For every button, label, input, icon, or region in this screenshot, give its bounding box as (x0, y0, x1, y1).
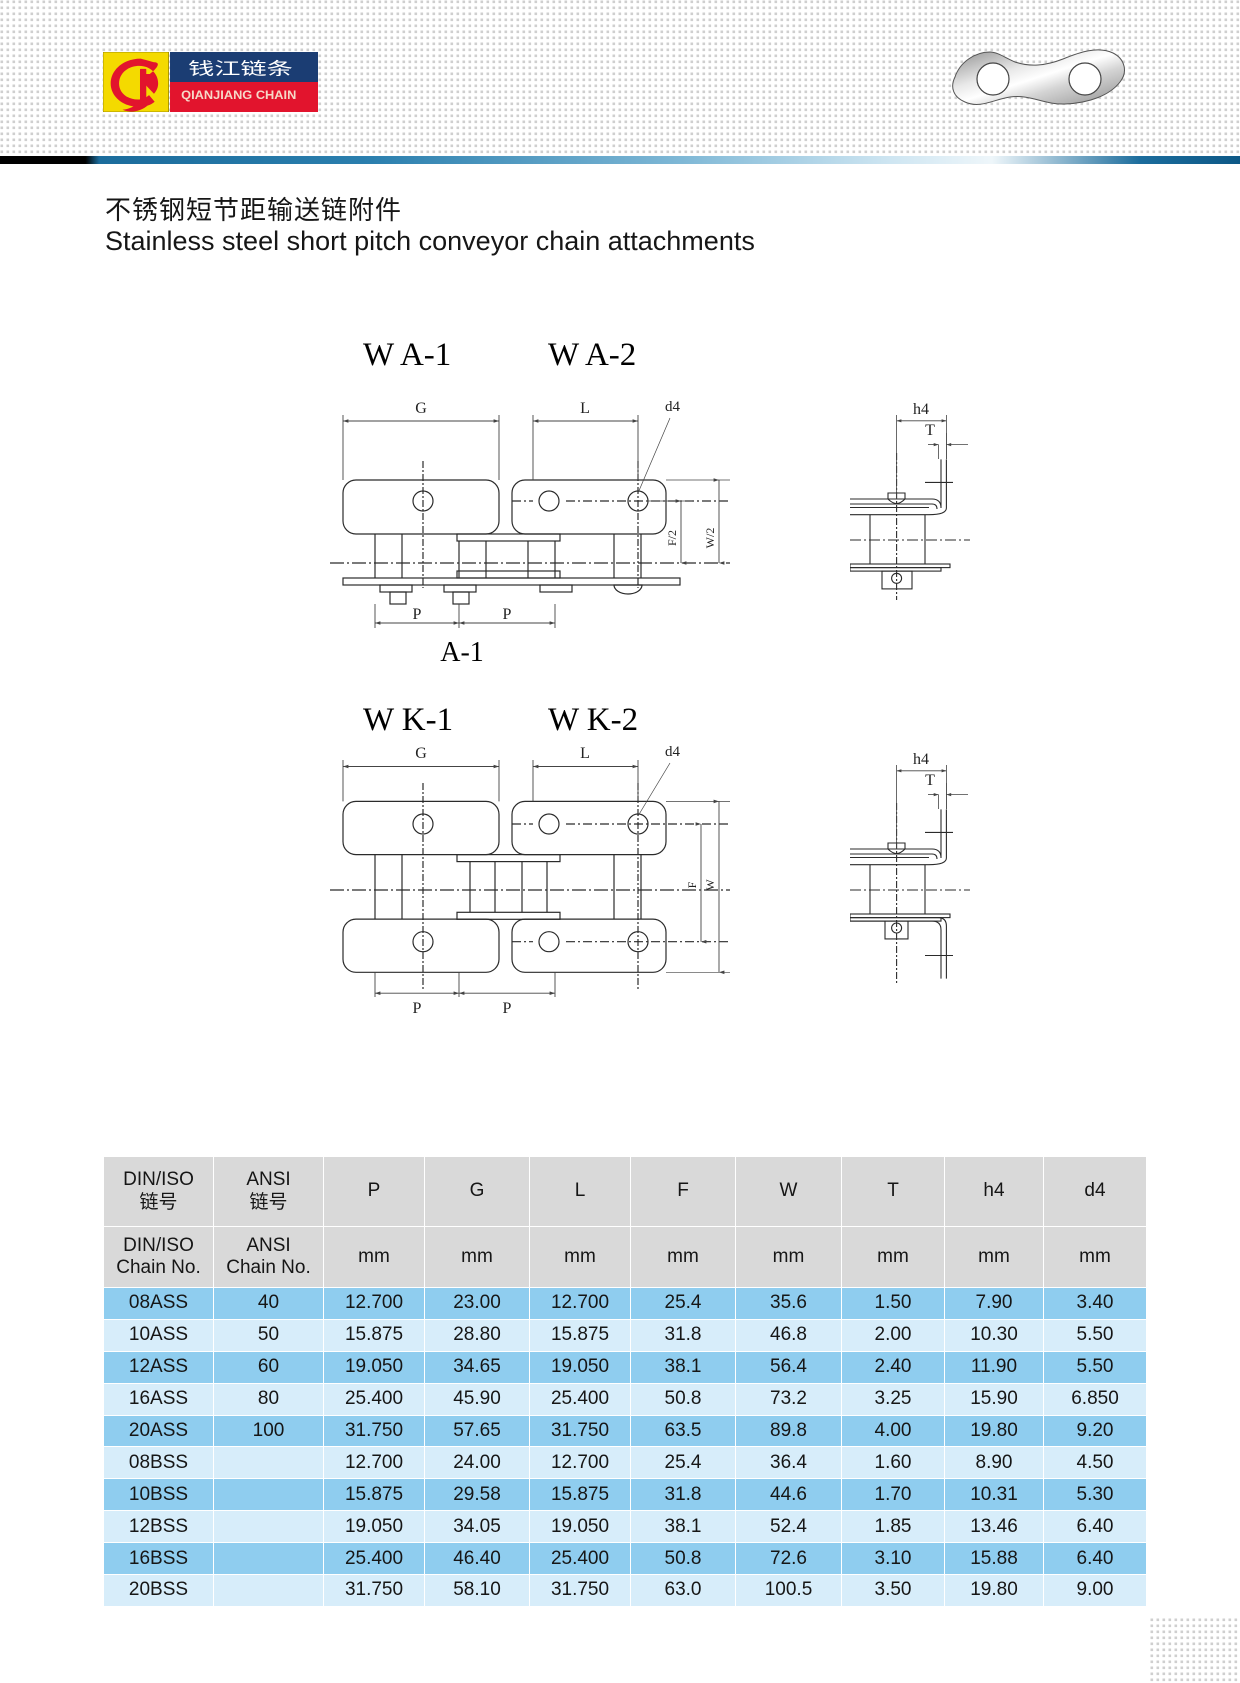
svg-text:P: P (413, 1000, 422, 1017)
svg-text:d4: d4 (665, 744, 681, 760)
svg-text:钱江链条: 钱江链条 (188, 60, 293, 78)
svg-text:QIANJIANG CHAIN: QIANJIANG CHAIN (181, 90, 296, 102)
svg-text:F: F (685, 881, 699, 888)
svg-text:F/2: F/2 (665, 530, 679, 546)
svg-text:G: G (415, 745, 427, 762)
svg-text:P: P (503, 606, 512, 623)
svg-text:W K-1: W K-1 (363, 702, 453, 738)
svg-text:h4: h4 (913, 401, 929, 418)
svg-text:T: T (925, 422, 935, 439)
svg-text:L: L (580, 745, 590, 762)
svg-text:A-1: A-1 (440, 637, 484, 668)
svg-text:W K-2: W K-2 (548, 702, 638, 738)
svg-text:P: P (413, 606, 422, 623)
svg-text:W A-1: W A-1 (363, 337, 451, 373)
svg-text:L: L (580, 400, 590, 417)
svg-text:W/2: W/2 (703, 528, 717, 549)
svg-text:G: G (415, 400, 427, 417)
svg-text:h4: h4 (913, 751, 929, 768)
svg-text:d4: d4 (665, 399, 681, 415)
svg-text:P: P (503, 1000, 512, 1017)
svg-text:T: T (925, 772, 935, 789)
svg-text:W: W (703, 879, 717, 891)
svg-text:W A-2: W A-2 (548, 337, 636, 373)
